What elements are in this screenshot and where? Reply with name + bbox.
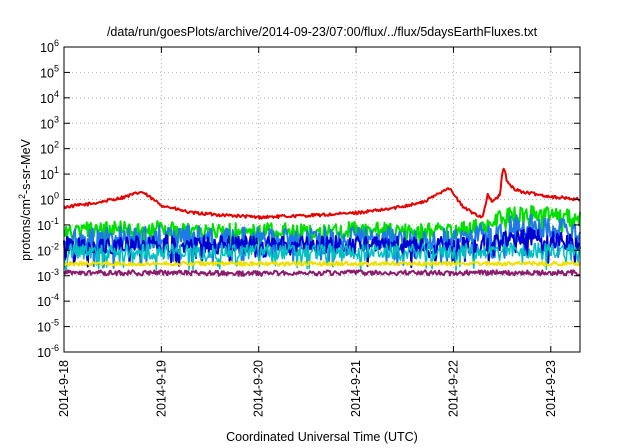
grid [64,47,580,352]
series-line-1 [63,167,581,220]
y-tick-label: 106 [40,38,59,55]
x-tick-label: 2014-9-21 [349,360,363,417]
y-tick-label: 10-1 [37,216,59,233]
chart-title: /data/run/goesPlots/archive/2014-09-23/0… [107,25,538,39]
y-tick-label: 103 [40,114,59,131]
y-tick-label: 100 [40,191,59,208]
y-tick-label: 105 [40,63,59,80]
x-tick-label: 2014-9-23 [544,360,558,417]
y-tick-label: 101 [40,165,59,182]
x-axis-label: Coordinated Universal Time (UTC) [226,430,418,444]
y-tick-label: 102 [40,140,59,157]
x-tick-label: 2014-9-18 [57,360,71,417]
y-tick-label: 10-2 [37,241,59,258]
x-tick-label: 2014-9-19 [154,360,168,417]
series-layer [63,167,581,277]
series-line-5 [63,242,581,272]
y-tick-label: 10-4 [37,292,59,309]
x-tick-label: 2014-9-22 [446,360,460,417]
y-axis: 10-6 10-5 10-4 10-3 10-2 10-1 100 101 102 103 104 1… [37,38,580,360]
plot-frame [63,46,581,353]
y-tick-label: 104 [40,89,59,106]
series-line-7 [63,269,581,277]
x-tick-label: 2014-9-20 [252,360,266,417]
y-tick-label: 10-6 [37,343,59,360]
x-axis: 2014-9-18 2014-9-19 2014-9-20 2014-9-21 2014… [57,47,558,417]
series-line-6 [63,260,581,267]
y-tick-label: 10-5 [37,318,59,335]
y-axis-label: protons/cm2-s-sr-MeV [17,138,33,260]
y-tick-label: 10-3 [37,267,59,284]
